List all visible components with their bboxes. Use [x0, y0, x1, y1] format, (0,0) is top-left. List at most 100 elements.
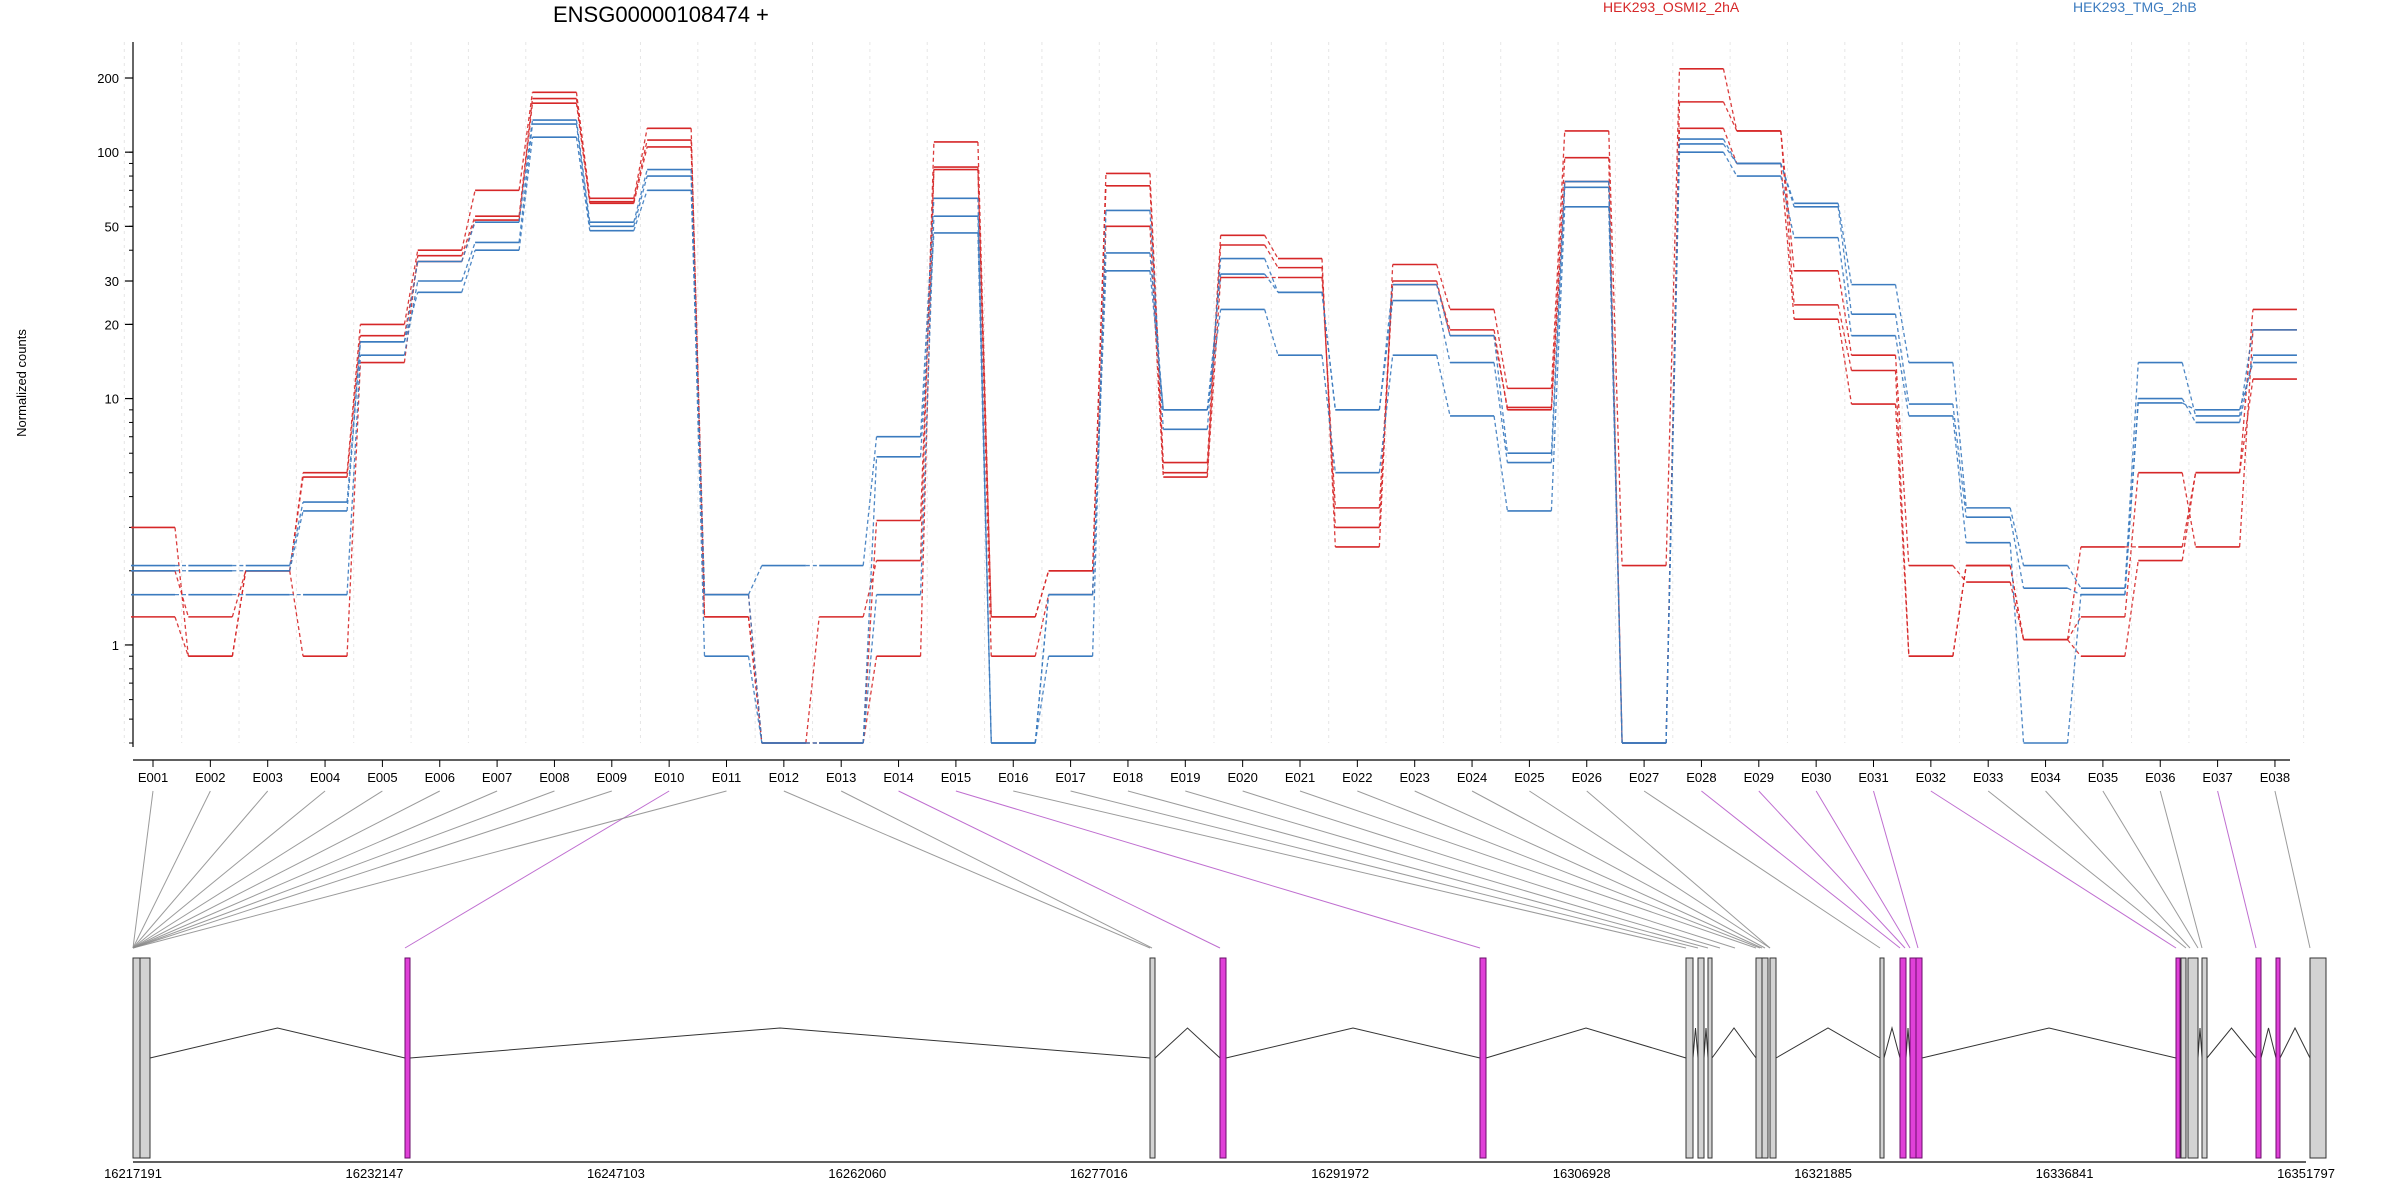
- series-transition: [1378, 280, 1394, 528]
- chart-title: ENSG00000108474 +: [553, 2, 769, 27]
- series-transition: [518, 137, 534, 251]
- connector-e031: [1873, 790, 1919, 949]
- series-transition: [1034, 594, 1050, 657]
- series-transition: [1149, 252, 1164, 410]
- series-transition: [575, 124, 591, 227]
- x-tick-label-e012: E012: [769, 770, 799, 785]
- x-tick-label-e029: E029: [1744, 770, 1774, 785]
- x-tick-label-e027: E027: [1629, 770, 1659, 785]
- series-transition: [289, 570, 304, 657]
- series-transition: [1722, 128, 1738, 164]
- exon-block: [1755, 957, 1763, 1159]
- series-transition: [1206, 274, 1222, 410]
- x-tick-label-e022: E022: [1342, 770, 1372, 785]
- coordinate-label: 16247103: [587, 1166, 645, 1181]
- x-tick-label-e037: E037: [2202, 770, 2232, 785]
- connector-e010: [404, 790, 670, 949]
- series-transition: [805, 616, 820, 744]
- x-tick-label-e003: E003: [253, 770, 283, 785]
- exon-block: [1915, 957, 1923, 1159]
- series-transition: [1091, 185, 1107, 571]
- connector-e032: [1930, 790, 2177, 949]
- series-transition: [575, 137, 591, 231]
- series-transition: [2238, 362, 2254, 411]
- exon-connectors: [132, 790, 2311, 949]
- series-transition: [633, 139, 648, 202]
- series-transition: [1837, 270, 1853, 356]
- x-tick-label-e002: E002: [195, 770, 225, 785]
- series-line-4: [131, 119, 2297, 744]
- x-tick-label-e009: E009: [597, 770, 627, 785]
- x-tick-label-e017: E017: [1055, 770, 1085, 785]
- series-transition: [231, 570, 247, 618]
- series-transition: [2066, 565, 2082, 589]
- series-transition: [1436, 264, 1451, 310]
- intron-line: [1703, 1027, 1709, 1059]
- series-transition: [690, 190, 706, 595]
- series-transition: [1837, 203, 1853, 285]
- series-transition: [862, 456, 878, 744]
- series-transition: [2238, 378, 2254, 473]
- series-transition: [1550, 130, 1566, 389]
- series-transition: [2238, 329, 2254, 547]
- series-transition: [1780, 130, 1795, 305]
- series-transition: [862, 436, 878, 566]
- connector-e030: [1815, 790, 1911, 949]
- series-transition: [1206, 309, 1222, 410]
- exon-block: [1685, 957, 1694, 1159]
- series-transition: [633, 146, 648, 204]
- exon-block: [139, 957, 151, 1159]
- exon-block: [2275, 957, 2281, 1159]
- series-transition: [1722, 101, 1738, 132]
- series-transition: [174, 616, 189, 657]
- x-tick-label-e006: E006: [425, 770, 455, 785]
- connector-e006: [132, 790, 440, 949]
- exon-block: [1909, 957, 1917, 1159]
- series-transition: [1321, 292, 1336, 410]
- series-transition: [862, 594, 878, 744]
- x-tick-label-e021: E021: [1285, 770, 1315, 785]
- series-transition: [461, 250, 476, 293]
- coordinate-label: 16217191: [104, 1166, 162, 1181]
- intron-line: [2279, 1026, 2311, 1059]
- connector-e027: [1643, 790, 1881, 949]
- series-transition: [2067, 587, 2082, 596]
- connector-e002: [132, 790, 211, 949]
- connector-e024: [1471, 790, 1766, 949]
- intron-line: [1921, 1027, 2177, 1059]
- x-tick-label-e015: E015: [941, 770, 971, 785]
- connector-e011: [132, 790, 727, 949]
- series-line-5: [131, 123, 2297, 744]
- series-transition: [1206, 277, 1222, 478]
- intron-line: [1225, 1027, 1481, 1059]
- coordinate-label: 16291972: [1311, 1166, 1369, 1181]
- connector-e021: [1299, 790, 1757, 949]
- intron-line: [1775, 1027, 1881, 1059]
- exon-block: [2309, 957, 2327, 1159]
- series-transition: [2238, 355, 2254, 423]
- connector-e023: [1414, 790, 1763, 949]
- series-transition: [2009, 517, 2025, 589]
- exon-block: [404, 957, 411, 1159]
- series-transition: [1321, 267, 1336, 528]
- exon-block: [1149, 957, 1156, 1159]
- series-transition: [1493, 362, 1509, 463]
- series-line-3: [131, 102, 2297, 744]
- series-transition: [1837, 237, 1853, 336]
- series-transition: [919, 167, 935, 657]
- exon-block: [1707, 957, 1713, 1159]
- series-transition: [919, 198, 935, 437]
- series-transition: [575, 92, 591, 199]
- series-transition: [2181, 362, 2197, 417]
- x-axis: E001 E002 E003 E004 E005 E006 E007 E008 E009 E010…: [133, 759, 2290, 785]
- intron-line: [1154, 1027, 1221, 1059]
- connector-e005: [132, 790, 383, 949]
- x-tick-label-e028: E028: [1686, 770, 1716, 785]
- coordinate-label: 16232147: [346, 1166, 404, 1181]
- coordinate-label: 16336841: [2036, 1166, 2094, 1181]
- series-transition: [174, 570, 189, 618]
- series-transition: [346, 335, 362, 478]
- connector-e004: [132, 790, 326, 949]
- series-transition: [633, 175, 648, 227]
